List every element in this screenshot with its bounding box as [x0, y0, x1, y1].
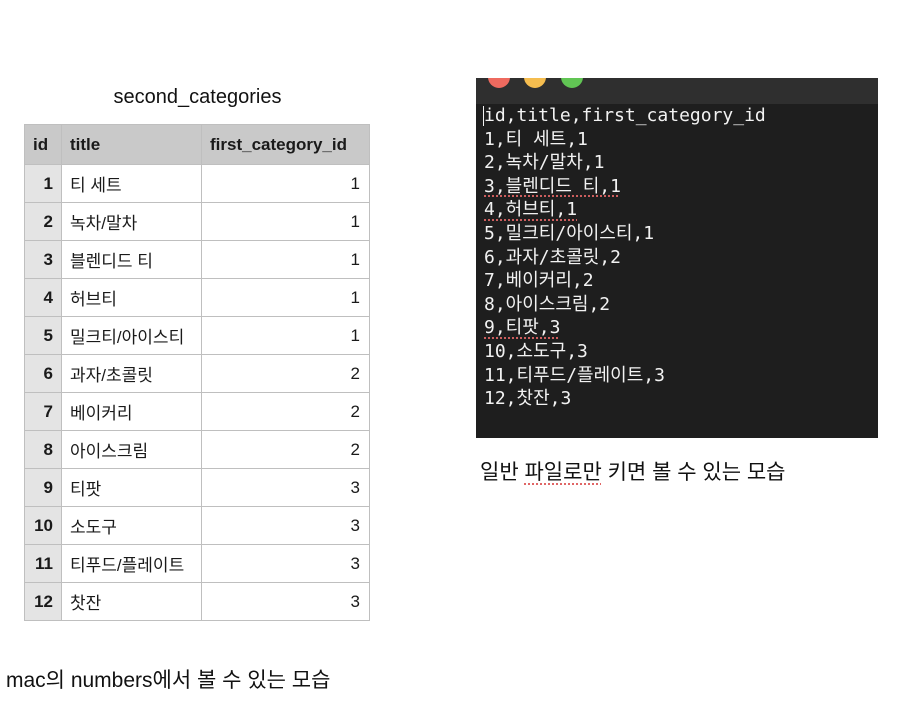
- cell-first-category-id[interactable]: 3: [201, 544, 370, 583]
- table-row[interactable]: 2 녹차/말차 1: [24, 202, 370, 241]
- cell-first-category-id[interactable]: 3: [201, 582, 370, 621]
- cell-title[interactable]: 티푸드/플레이트: [61, 544, 202, 583]
- cell-id[interactable]: 7: [24, 392, 62, 431]
- terminal-titlebar[interactable]: [476, 78, 878, 104]
- cell-id[interactable]: 1: [24, 164, 62, 203]
- cell-first-category-id[interactable]: 1: [201, 164, 370, 203]
- table-row[interactable]: 8 아이스크림 2: [24, 430, 370, 469]
- cell-id[interactable]: 8: [24, 430, 62, 469]
- cell-title[interactable]: 티팟: [61, 468, 202, 507]
- table-row[interactable]: 11 티푸드/플레이트 3: [24, 544, 370, 583]
- terminal-line: id,title,first_category_id: [484, 105, 766, 126]
- caption-part: 키면 볼 수 있는 모습: [601, 461, 786, 484]
- terminal-line: 3,블렌디드 티,1: [484, 175, 621, 197]
- cell-id[interactable]: 12: [24, 582, 62, 621]
- cell-id[interactable]: 10: [24, 506, 62, 545]
- table-row[interactable]: 10 소도구 3: [24, 506, 370, 545]
- minimize-button-icon[interactable]: [524, 78, 546, 88]
- terminal-line: 1,티 세트,1: [484, 128, 588, 150]
- cell-first-category-id[interactable]: 1: [201, 316, 370, 355]
- terminal-line: 10,소도구,3: [484, 340, 588, 362]
- cell-id[interactable]: 11: [24, 544, 62, 583]
- caption-part: 일반: [480, 461, 525, 484]
- table-row[interactable]: 5 밀크티/아이스티 1: [24, 316, 370, 355]
- table-header-row: id title first_category_id: [24, 124, 370, 165]
- column-header-id[interactable]: id: [24, 124, 62, 165]
- cell-first-category-id[interactable]: 2: [201, 392, 370, 431]
- cell-first-category-id[interactable]: 1: [201, 278, 370, 317]
- cell-title[interactable]: 밀크티/아이스티: [61, 316, 202, 355]
- cell-id[interactable]: 5: [24, 316, 62, 355]
- cell-first-category-id[interactable]: 2: [201, 430, 370, 469]
- cell-title[interactable]: 베이커리: [61, 392, 202, 431]
- cell-title[interactable]: 블렌디드 티: [61, 240, 202, 279]
- cell-id[interactable]: 9: [24, 468, 62, 507]
- table-row[interactable]: 12 찻잔 3: [24, 582, 370, 621]
- terminal-window[interactable]: id,title,first_category_id 1,티 세트,1 2,녹차/말…: [476, 78, 878, 438]
- table-row[interactable]: 7 베이커리 2: [24, 392, 370, 431]
- terminal-line: 12,찻잔,3: [484, 388, 572, 410]
- cell-id[interactable]: 3: [24, 240, 62, 279]
- cell-id[interactable]: 4: [24, 278, 62, 317]
- cell-title[interactable]: 아이스크림: [61, 430, 202, 469]
- table-row[interactable]: 6 과자/초콜릿 2: [24, 354, 370, 393]
- terminal-line: 5,밀크티/아이스티,1: [484, 222, 655, 244]
- cell-id[interactable]: 6: [24, 354, 62, 393]
- cell-title[interactable]: 찻잔: [61, 582, 202, 621]
- terminal-line: 7,베이커리,2: [484, 270, 594, 292]
- cell-title[interactable]: 과자/초콜릿: [61, 354, 202, 393]
- column-header-title[interactable]: title: [61, 124, 202, 165]
- terminal-line: 8,아이스크림,2: [484, 293, 611, 315]
- cell-title[interactable]: 티 세트: [61, 164, 202, 203]
- text-cursor: [483, 106, 484, 126]
- cell-first-category-id[interactable]: 1: [201, 202, 370, 241]
- terminal-line: 6,과자/초콜릿,2: [484, 246, 621, 268]
- zoom-button-icon[interactable]: [561, 78, 583, 88]
- column-header-first-category-id[interactable]: first_category_id: [201, 124, 370, 165]
- terminal-line: 11,티푸드/플레이트,3: [484, 364, 665, 386]
- table-title: second_categories: [113, 86, 282, 108]
- terminal-line: 2,녹차/말차,1: [484, 152, 605, 174]
- table-row[interactable]: 9 티팟 3: [24, 468, 370, 507]
- cell-first-category-id[interactable]: 3: [201, 468, 370, 507]
- cell-title[interactable]: 녹차/말차: [61, 202, 202, 241]
- numbers-caption: mac의 numbers에서 볼 수 있는 모습: [6, 669, 331, 692]
- cell-first-category-id[interactable]: 2: [201, 354, 370, 393]
- terminal-text[interactable]: id,title,first_category_id 1,티 세트,1 2,녹차/말…: [484, 104, 874, 411]
- cell-title[interactable]: 허브티: [61, 278, 202, 317]
- cell-first-category-id[interactable]: 3: [201, 506, 370, 545]
- terminal-line: 9,티팟,3: [484, 317, 561, 339]
- text-file-caption: 일반 파일로만 키면 볼 수 있는 모습: [480, 456, 786, 486]
- cell-id[interactable]: 2: [24, 202, 62, 241]
- close-button-icon[interactable]: [488, 78, 510, 88]
- terminal-line: 4,허브티,1: [484, 199, 578, 221]
- caption-part-misspelled: 파일로만: [524, 461, 602, 484]
- cell-title[interactable]: 소도구: [61, 506, 202, 545]
- cell-first-category-id[interactable]: 1: [201, 240, 370, 279]
- table-row[interactable]: 4 허브티 1: [24, 278, 370, 317]
